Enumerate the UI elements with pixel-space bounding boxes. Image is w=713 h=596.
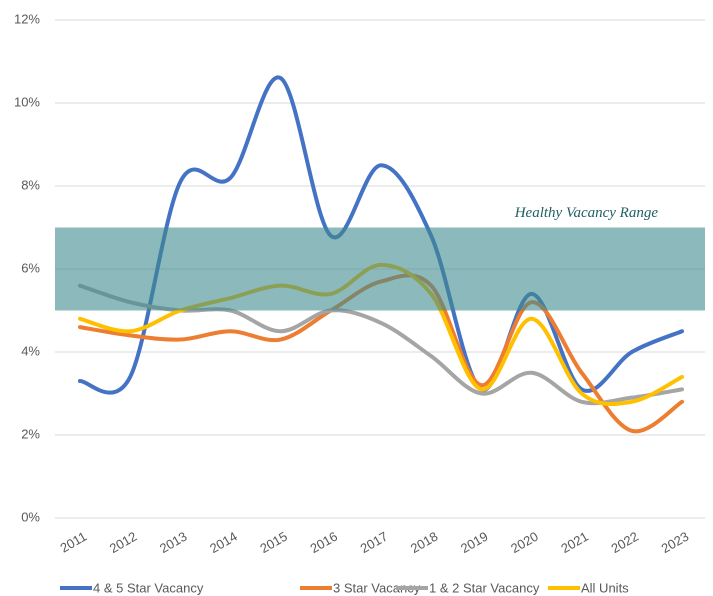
healthy-band [55,227,705,311]
x-tick-label: 2019 [458,529,491,556]
x-tick-label: 2021 [558,529,591,556]
y-tick-label: 8% [21,177,40,192]
legend-label: All Units [581,580,629,595]
x-tick-label: 2017 [358,529,391,556]
y-tick-label: 6% [21,260,40,275]
y-tick-label: 0% [21,509,40,524]
x-tick-label: 2015 [257,529,290,556]
x-tick-label: 2016 [308,529,341,556]
y-tick-label: 4% [21,343,40,358]
legend-label: 3 Star Vacancy [333,580,421,595]
x-tick-label: 2011 [57,529,89,556]
y-tick-label: 12% [14,11,40,26]
x-tick-label: 2014 [207,529,240,556]
x-tick-label: 2020 [508,529,541,556]
y-tick-label: 2% [21,426,40,441]
series-line [78,75,684,395]
x-tick-label: 2012 [107,529,140,556]
legend-label: 4 & 5 Star Vacancy [93,580,204,595]
x-tick-label: 2023 [659,529,692,556]
band-label: Healthy Vacancy Range [514,205,659,221]
x-tick-label: 2013 [157,529,190,556]
x-tick-label: 2018 [408,529,441,556]
y-tick-label: 10% [14,94,40,109]
x-tick-label: 2022 [609,529,642,556]
legend-label: 1 & 2 Star Vacancy [429,580,540,595]
